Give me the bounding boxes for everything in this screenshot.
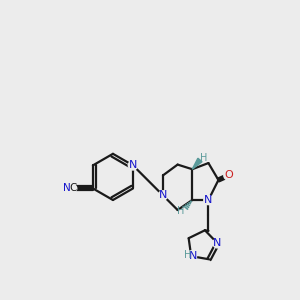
Text: N: N xyxy=(129,160,137,170)
Circle shape xyxy=(158,191,168,200)
Text: N: N xyxy=(213,238,222,248)
Circle shape xyxy=(224,171,233,180)
Text: N: N xyxy=(159,190,167,200)
Text: H: H xyxy=(184,250,191,260)
Circle shape xyxy=(128,161,138,170)
Text: N: N xyxy=(63,184,70,194)
Circle shape xyxy=(204,195,213,205)
Text: N: N xyxy=(188,251,197,261)
Circle shape xyxy=(69,184,77,192)
Circle shape xyxy=(186,251,196,262)
Text: N: N xyxy=(204,195,213,205)
Text: C: C xyxy=(69,184,76,194)
Text: O: O xyxy=(224,170,233,180)
Circle shape xyxy=(213,239,222,248)
Text: H: H xyxy=(177,206,184,216)
Text: H: H xyxy=(200,153,208,164)
Circle shape xyxy=(63,184,70,192)
Polygon shape xyxy=(192,158,202,169)
